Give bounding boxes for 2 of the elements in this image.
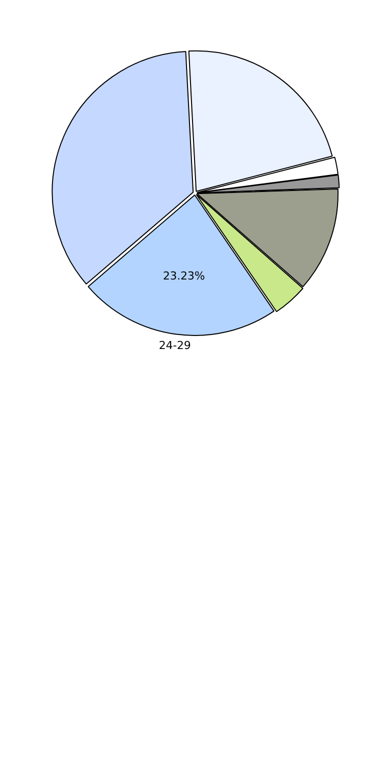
slice-label: 24-29	[158, 339, 191, 352]
data-label: 23.23%	[163, 269, 205, 282]
